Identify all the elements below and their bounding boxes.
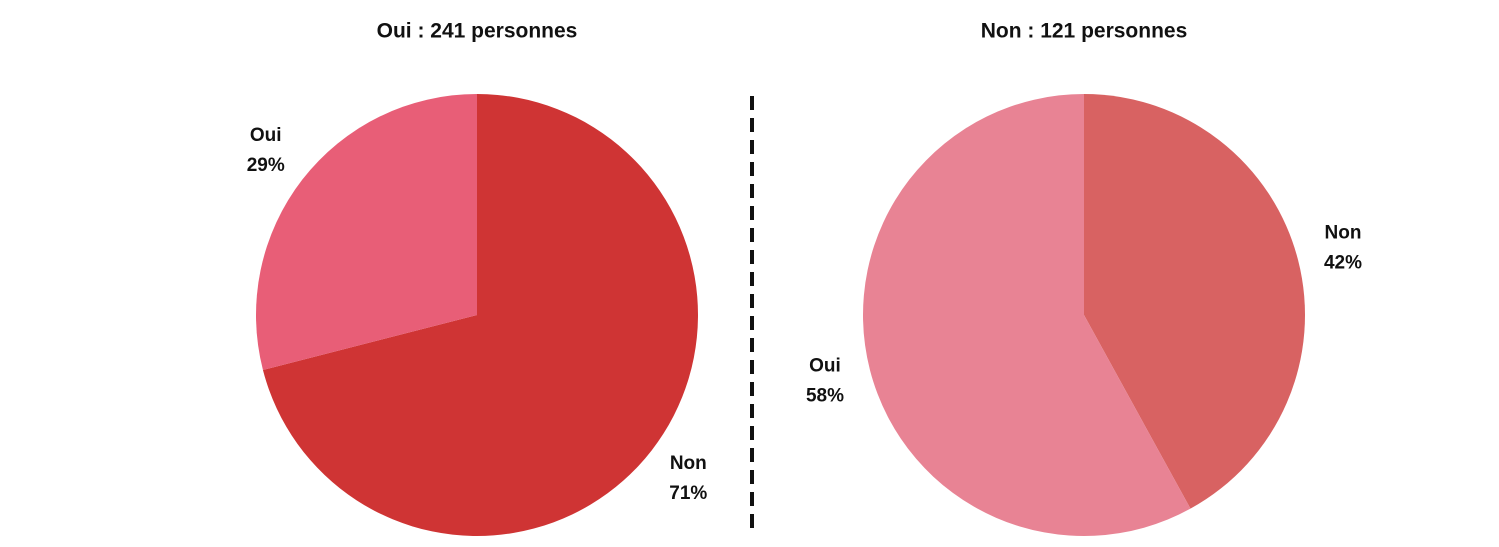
pie-slice <box>262 94 698 536</box>
slice-value-label: 58% <box>806 386 844 407</box>
pie-slice <box>1084 94 1305 509</box>
pie-slice <box>863 94 1191 536</box>
slice-category-label: Non <box>1325 223 1362 244</box>
slice-category-label: Non <box>670 453 707 474</box>
slice-category-label: Oui <box>250 125 282 146</box>
slice-value-label: 29% <box>247 155 285 176</box>
chart-title: Non : 121 personnes <box>981 20 1188 43</box>
slice-value-label: 42% <box>1324 253 1362 274</box>
chart-title: Oui : 241 personnes <box>377 20 578 43</box>
slice-value-label: 71% <box>669 483 707 504</box>
pie-slice <box>255 94 477 370</box>
slice-category-label: Oui <box>809 356 841 377</box>
